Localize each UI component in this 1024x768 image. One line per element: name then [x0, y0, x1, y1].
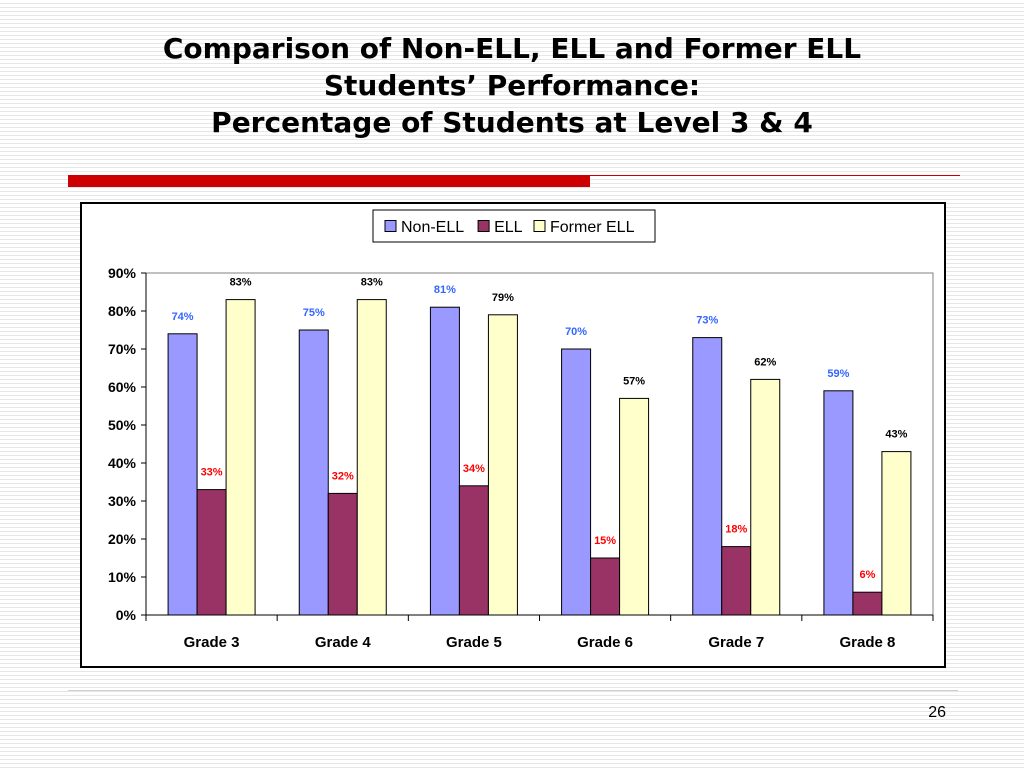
y-tick-label: 70% — [108, 341, 137, 357]
bar-non-ell — [823, 390, 854, 616]
bar-non-ell — [692, 337, 723, 616]
bar-ell — [196, 489, 227, 616]
data-label: 34% — [463, 463, 485, 475]
x-tick-label: Grade 6 — [577, 634, 633, 651]
data-label: 43% — [885, 429, 907, 441]
chart-data-labels: 74% 75% 81% 70% 73% 59% 33% 32% 34% 15% 18% 6% 83% 83… — [172, 277, 908, 582]
y-tick-label: 60% — [108, 379, 137, 395]
data-label: 6% — [859, 569, 875, 581]
bar-ell — [852, 591, 883, 616]
x-tick-label: Grade 3 — [184, 634, 240, 651]
data-label: 18% — [725, 524, 747, 536]
data-label: 33% — [201, 467, 223, 479]
legend-label: Non-ELL — [401, 219, 464, 236]
data-label: 32% — [332, 470, 354, 482]
legend-swatch — [384, 220, 397, 232]
y-tick-label: 0% — [116, 607, 137, 623]
bar-former-ell — [356, 299, 387, 616]
bar-non-ell — [561, 348, 592, 616]
bar-non-ell — [167, 333, 198, 616]
y-tick-label: 90% — [108, 265, 137, 281]
title-line-1: Comparison of Non-ELL, ELL and Former EL… — [162, 32, 862, 65]
legend-swatch — [477, 220, 490, 232]
data-label: 81% — [434, 284, 456, 296]
data-label: 79% — [492, 292, 514, 304]
legend-label: ELL — [494, 219, 523, 236]
slide-title: Comparison of Non-ELL, ELL and Former EL… — [40, 30, 984, 141]
x-tick-label: Grade 8 — [839, 634, 895, 651]
data-label: 59% — [827, 368, 849, 380]
data-label: 62% — [754, 356, 776, 368]
bar-former-ell — [225, 299, 256, 616]
title-line-2: Students’ Performance: — [323, 69, 701, 102]
y-tick-label: 10% — [108, 569, 137, 585]
x-tick-label: Grade 5 — [446, 634, 502, 651]
bar-non-ell — [298, 329, 329, 616]
chart-legend: Non-ELL ELL Former ELL — [372, 209, 656, 243]
slide-number: 26 — [928, 704, 946, 721]
legend-label: Former ELL — [550, 219, 635, 236]
bar-former-ell — [881, 451, 912, 616]
title-underline-thick — [68, 175, 590, 187]
y-tick-label: 40% — [108, 455, 137, 471]
title-underline-thin — [590, 175, 960, 176]
bar-non-ell — [429, 306, 460, 616]
data-label: 74% — [172, 311, 194, 323]
data-label: 73% — [696, 315, 718, 327]
y-tick-label: 30% — [108, 493, 137, 509]
y-tick-label: 50% — [108, 417, 137, 433]
data-label: 57% — [623, 375, 645, 387]
bar-former-ell — [750, 378, 781, 616]
legend-swatch — [533, 220, 546, 232]
bar-ell — [327, 492, 358, 616]
data-label: 15% — [594, 535, 616, 547]
bar-chart: Non-ELL ELL Former ELL 0% 10% 20% 30% 40% 50% 60… — [108, 209, 934, 651]
data-label: 83% — [230, 277, 252, 289]
footer-divider — [68, 690, 958, 691]
chart-frame: Non-ELL ELL Former ELL 0% 10% 20% 30% 40% 50% 60… — [80, 202, 946, 668]
x-tick-label: Grade 4 — [315, 634, 372, 651]
x-tick-label: Grade 7 — [708, 634, 764, 651]
bar-ell — [721, 546, 752, 616]
legend-box — [372, 209, 656, 243]
data-label: 75% — [303, 307, 325, 319]
y-tick-label: 80% — [108, 303, 137, 319]
bar-former-ell — [487, 314, 518, 616]
chart-axes: 0% 10% 20% 30% 40% 50% 60% 70% 80% 90% Grade 3 Grad… — [108, 265, 934, 651]
data-label: 70% — [565, 326, 587, 338]
title-line-3: Percentage of Students at Level 3 & 4 — [211, 106, 813, 139]
y-tick-label: 20% — [108, 531, 137, 547]
bar-former-ell — [619, 397, 650, 616]
chart-bars — [167, 299, 912, 616]
data-label: 83% — [361, 277, 383, 289]
plot-area — [145, 272, 934, 616]
bar-ell — [458, 485, 489, 616]
bar-ell — [590, 557, 621, 616]
